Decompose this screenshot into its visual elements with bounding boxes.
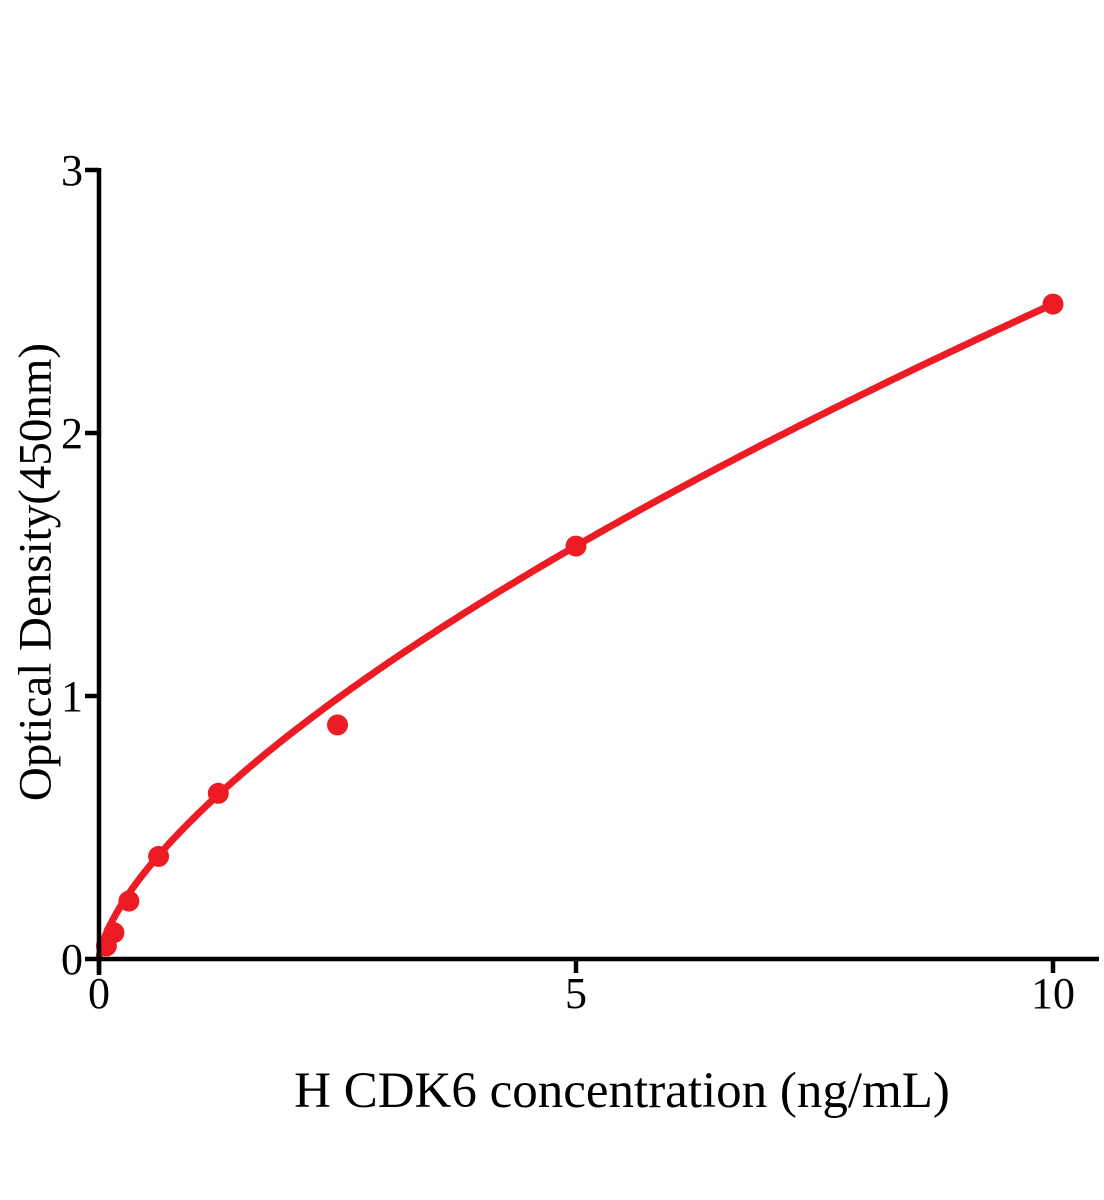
data-point [327, 714, 348, 736]
fit-curve [95, 300, 1057, 963]
x-tick-label: 5 [565, 969, 587, 1018]
y-tick-label: 1 [61, 672, 83, 721]
data-point [565, 535, 587, 557]
y-axis-title: Optical Density(450nm) [9, 342, 62, 802]
x-tick-label: 0 [88, 969, 110, 1018]
data-point [103, 922, 125, 944]
x-axis-title: H CDK6 concentration (ng/mL) [294, 1063, 950, 1119]
data-point [1042, 293, 1064, 315]
data-point [118, 890, 140, 912]
x-tick-label: 10 [1031, 969, 1075, 1018]
y-tick-label: 0 [61, 935, 83, 984]
y-tick-label: 2 [61, 409, 83, 458]
y-tick-label: 3 [61, 146, 83, 195]
data-point [148, 845, 170, 867]
data-point [207, 782, 229, 804]
